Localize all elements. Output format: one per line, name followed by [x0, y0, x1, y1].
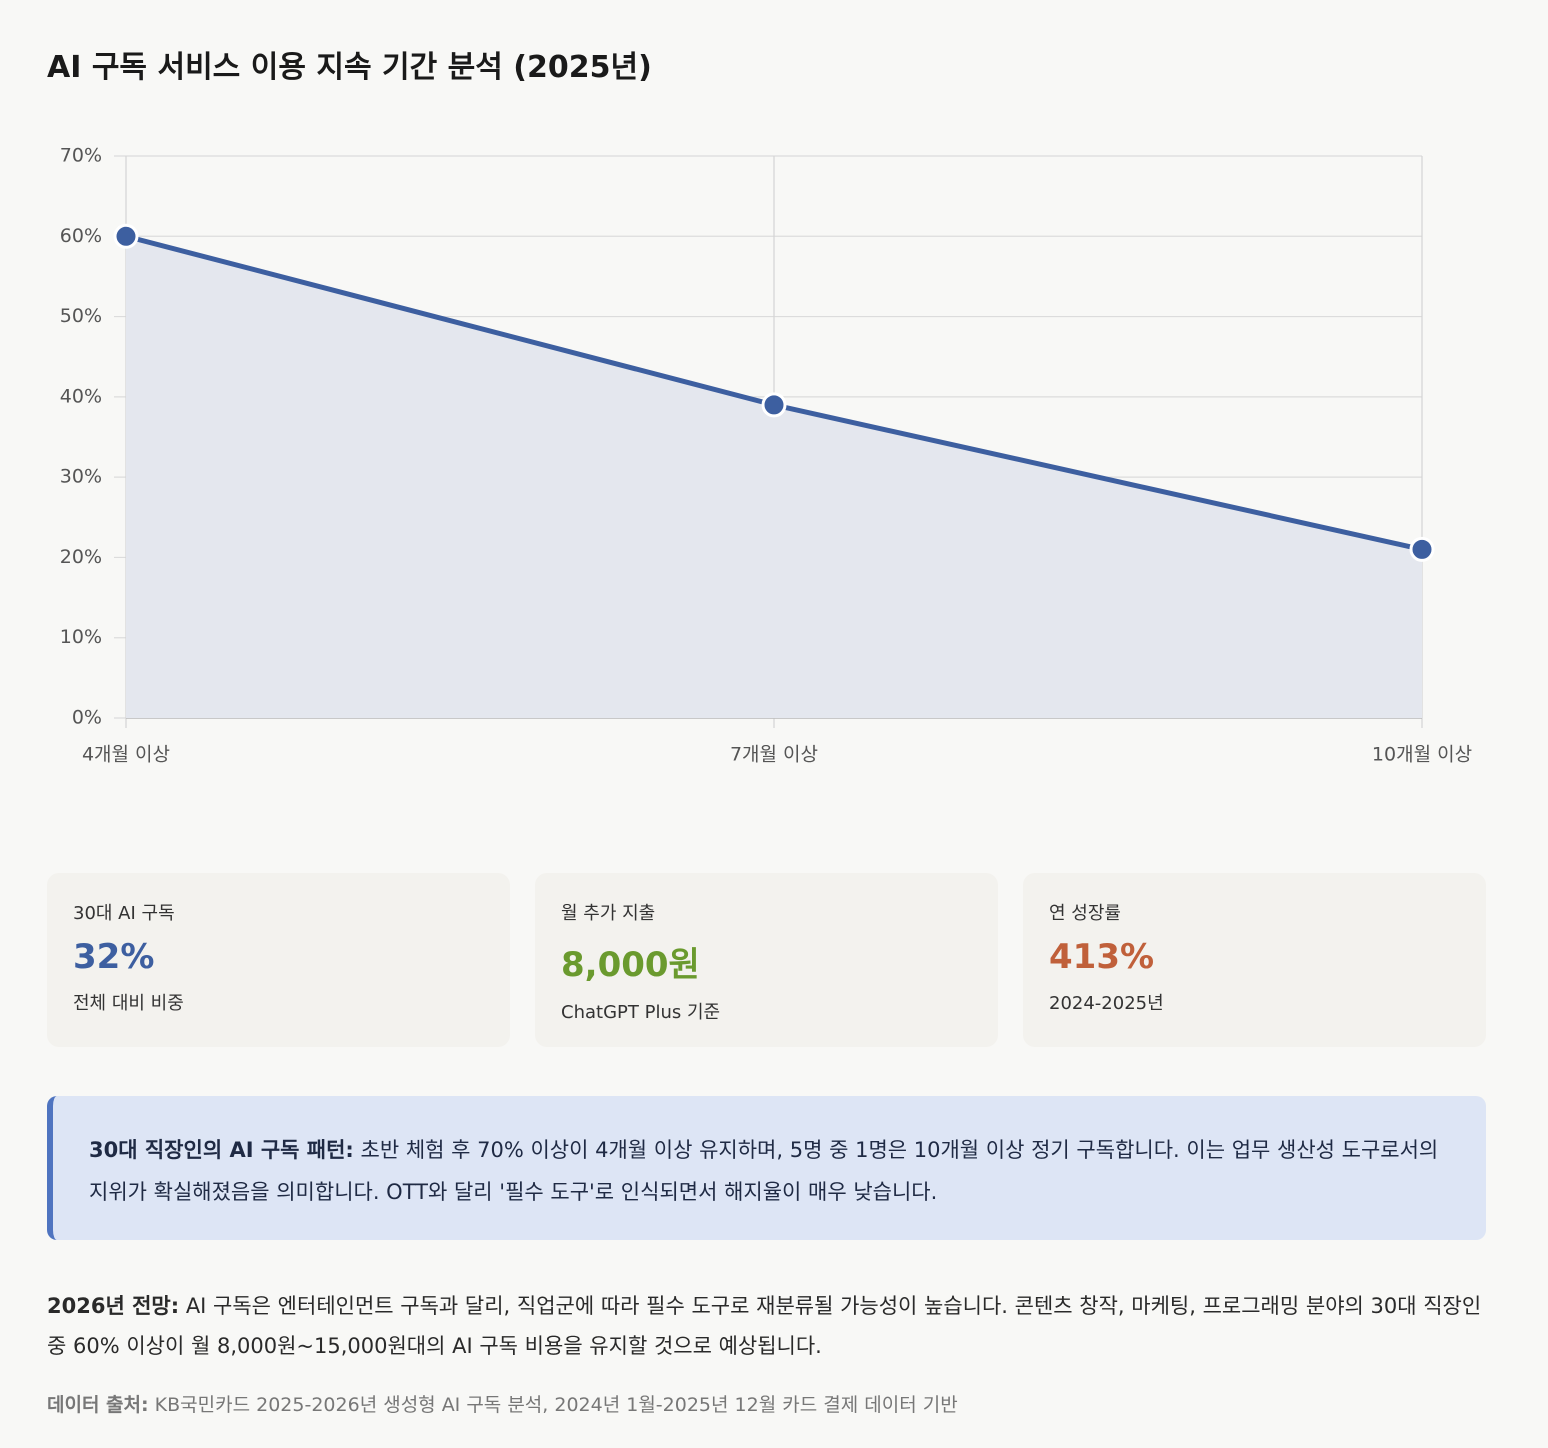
- y-tick-label: 70%: [60, 145, 102, 167]
- insight-label: 30대 직장인의 AI 구독 패턴:: [89, 1138, 354, 1162]
- y-tick-label: 60%: [60, 225, 102, 247]
- y-tick-label: 50%: [60, 305, 102, 327]
- y-tick-label: 30%: [60, 466, 102, 488]
- source: 데이터 출처: KB국민카드 2025-2026년 생성형 AI 구독 분석, …: [47, 1390, 958, 1417]
- chart: 0% 10% 20% 30% 40% 50% 60% 70% 4개월 이상 7개월 이상 10개월 …: [60, 145, 1472, 766]
- y-tick-label: 40%: [60, 385, 102, 407]
- y-tick-label: 20%: [60, 546, 102, 568]
- point: [1409, 536, 1435, 562]
- y-tick-label: 0%: [72, 707, 102, 729]
- x-tick-label: 7개월 이상: [730, 744, 818, 766]
- card-value: 8,000원: [561, 945, 700, 985]
- stat-card: 월 추가 지출 8,000원 ChatGPT Plus 기준: [535, 873, 998, 1047]
- source-label: 데이터 출처:: [47, 1394, 149, 1416]
- outlook: 2026년 전망: AI 구독은 엔터테인먼트 구독과 달리, 직업군에 따라 …: [47, 1286, 1487, 1366]
- source-text: KB국민카드 2025-2026년 생성형 AI 구독 분석, 2024년 1월…: [154, 1394, 958, 1416]
- card-label: 월 추가 지출: [561, 903, 656, 924]
- card-value: 413%: [1049, 937, 1155, 977]
- area: [126, 236, 1422, 718]
- card-note: 전체 대비 비중: [73, 993, 184, 1014]
- card-note: 2024-2025년: [1049, 993, 1164, 1014]
- chart-title: AI 구독 서비스 이용 지속 기간 분석 (2025년): [47, 50, 652, 85]
- point: [113, 223, 139, 249]
- outlook-text: AI 구독은 엔터테인먼트 구독과 달리, 직업군에 따라 필수 도구로 재분류…: [47, 1294, 1482, 1358]
- card-label: 연 성장률: [1049, 903, 1121, 924]
- point: [761, 392, 787, 418]
- x-tick-label: 4개월 이상: [82, 744, 170, 766]
- insight-text: 초반 체험 후 70% 이상이 4개월 이상 유지하며, 5명 중 1명은 10…: [89, 1138, 1439, 1204]
- card-label: 30대 AI 구독: [73, 903, 175, 924]
- card-note: ChatGPT Plus 기준: [561, 1002, 721, 1023]
- insight-box: 30대 직장인의 AI 구독 패턴: 초반 체험 후 70% 이상이 4개월 이…: [47, 1096, 1486, 1240]
- stat-card: 30대 AI 구독 32% 전체 대비 비중: [47, 873, 510, 1047]
- outlook-label: 2026년 전망:: [47, 1294, 180, 1318]
- stat-card: 연 성장률 413% 2024-2025년: [1023, 873, 1486, 1047]
- x-tick-label: 10개월 이상: [1372, 744, 1472, 766]
- card-value: 32%: [73, 937, 155, 977]
- y-tick-label: 10%: [60, 626, 102, 648]
